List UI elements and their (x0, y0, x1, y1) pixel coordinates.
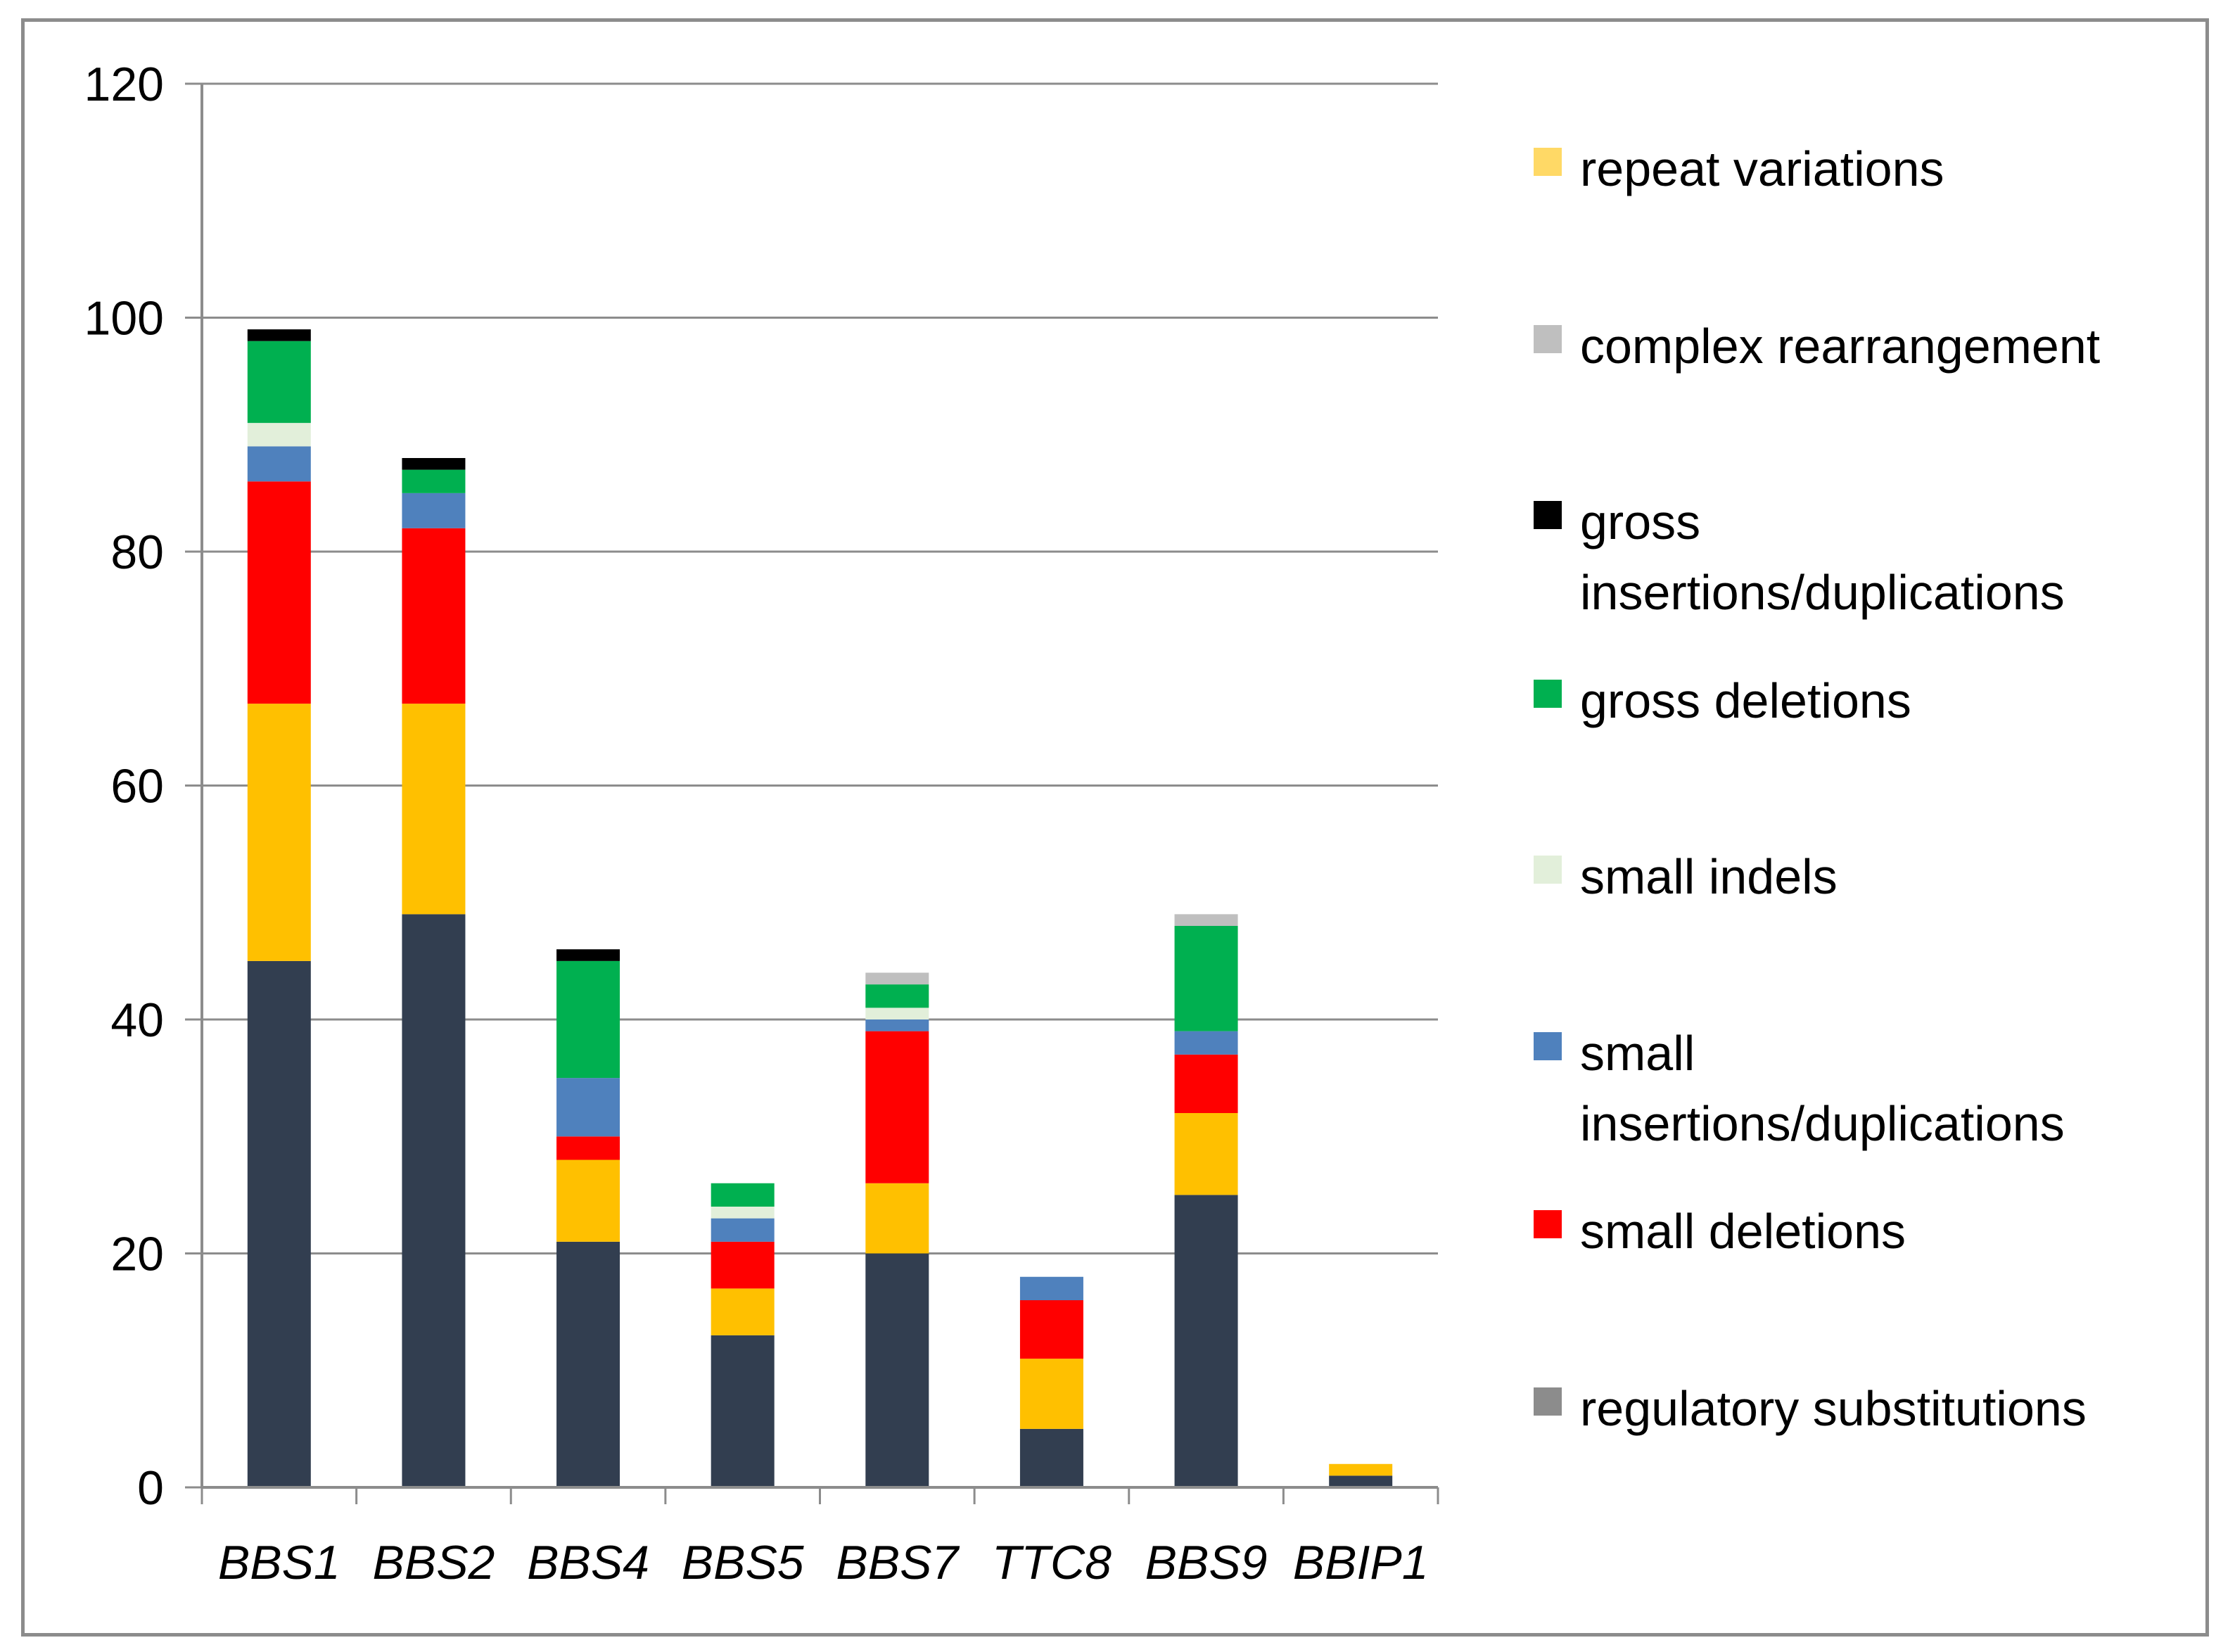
legend-label: small (1580, 1026, 1695, 1081)
bar-bbs9-missense-nonsense (1174, 1195, 1238, 1487)
bar-bbs9-gross-deletions (1174, 926, 1238, 1031)
bar-bbs4-splicing (556, 1159, 620, 1242)
bar-bbs7-small-deletions (865, 1031, 929, 1183)
bar-bbs7-small-insertions-duplications (865, 1019, 929, 1031)
bar-bbs4-small-insertions-duplications (556, 1078, 620, 1137)
legend-label: repeat variations (1580, 141, 1944, 196)
bar-bbs1-gross-deletions (247, 341, 311, 424)
legend-label: small deletions (1580, 1204, 1906, 1259)
bar-bbs2-gross-deletions (402, 469, 466, 493)
legend-label: complex rearrangement (1580, 319, 2100, 374)
x-tick-label-bbip1: BBIP1 (1293, 1536, 1429, 1589)
bar-bbs5-splicing (711, 1288, 775, 1335)
y-tick-label: 120 (84, 58, 164, 111)
bar-bbs9-complex-rearrangement (1174, 914, 1238, 926)
bar-bbip1-splicing (1329, 1463, 1393, 1476)
axes: 0 20 40 60 80 100 120 BBS1 BBS2 BBS4 BBS5 BBS7 TTC8 B… (84, 58, 1439, 1589)
bar-bbs7-small-indels (865, 1008, 929, 1019)
bar-bbs2-small-insertions-duplications (402, 493, 466, 528)
bar-bbs9-splicing (1174, 1113, 1238, 1195)
y-tick-label: 60 (110, 760, 164, 813)
bar-bbs2-small-deletions (402, 528, 466, 704)
bar-bbs1-gross-insertions-duplications (247, 329, 311, 341)
bar-bbs1-small-deletions (247, 481, 311, 704)
legend-item: complex rearrangement (1534, 319, 2100, 374)
legend-item: repeat variations (1534, 141, 1944, 196)
legend-item: small insertions/duplications (1534, 1026, 2065, 1151)
bar-bbip1-missense-nonsense (1329, 1475, 1393, 1487)
x-tick-label-bbs5: BBS5 (682, 1536, 804, 1589)
bar-bbs2-gross-insertions-duplications (402, 458, 466, 470)
bar-bbs4-gross-insertions-duplications (556, 949, 620, 961)
bar-ttc8-small-deletions (1019, 1300, 1083, 1359)
bar-bbs5-small-insertions-duplications (711, 1218, 775, 1242)
x-tick-label-bbs1: BBS1 (218, 1536, 340, 1589)
legend-label: insertions/duplications (1580, 1096, 2065, 1151)
bar-bbs1-splicing (247, 704, 311, 961)
bar-bbs4-gross-deletions (556, 960, 620, 1079)
legend-swatch (1534, 501, 1562, 529)
legend-item: gross insertions/duplications (1534, 495, 2065, 620)
y-tick-label: 0 (137, 1461, 164, 1515)
legend-swatch (1534, 148, 1562, 176)
chart-frame (21, 18, 2209, 1637)
bar-bbs2-splicing (402, 704, 466, 915)
x-tick-label-bbs7: BBS7 (836, 1536, 960, 1589)
legend-swatch (1534, 325, 1562, 353)
legend-item: small indels (1534, 849, 1838, 904)
bar-bbs4-small-deletions (556, 1136, 620, 1160)
x-tick-label-bbs2: BBS2 (372, 1536, 495, 1589)
bars (247, 329, 1393, 1487)
legend-item: regulatory substitutions (1534, 1381, 2087, 1436)
gridlines (202, 82, 1438, 1254)
y-tick-label: 40 (110, 993, 164, 1047)
bar-bbs2-missense-nonsense (402, 914, 466, 1487)
y-tick-label: 80 (110, 526, 164, 579)
bar-ttc8-missense-nonsense (1019, 1428, 1083, 1487)
bar-bbs7-missense-nonsense (865, 1253, 929, 1487)
legend-label: insertions/duplications (1580, 565, 2065, 620)
bar-bbs9-small-insertions-duplications (1174, 1031, 1238, 1055)
y-tick-label: 100 (84, 292, 164, 345)
legend-swatch (1534, 1032, 1562, 1060)
legend-swatch (1534, 1387, 1562, 1416)
y-tick-label: 20 (110, 1228, 164, 1281)
bar-bbs1-small-indels (247, 423, 311, 447)
bar-bbs9-small-deletions (1174, 1054, 1238, 1113)
legend-label: regulatory substitutions (1580, 1381, 2087, 1436)
bar-bbs1-small-insertions-duplications (247, 446, 311, 482)
bar-bbs1-missense-nonsense (247, 960, 311, 1487)
x-tick-label-bbs4: BBS4 (527, 1536, 649, 1589)
bar-ttc8-small-insertions-duplications (1019, 1276, 1083, 1300)
bar-bbs5-small-deletions (711, 1241, 775, 1289)
x-tick-label-bbs9: BBS9 (1145, 1536, 1268, 1589)
bar-bbs5-gross-deletions (711, 1183, 775, 1207)
legend-item: gross deletions (1534, 673, 1911, 728)
legend-swatch (1534, 1210, 1562, 1238)
legend: repeat variations complex rearrangement gr… (1534, 141, 2100, 1436)
bar-bbs7-gross-deletions (865, 984, 929, 1008)
bar-bbs5-missense-nonsense (711, 1335, 775, 1487)
bar-bbs7-complex-rearrangement (865, 972, 929, 985)
legend-item: small deletions (1534, 1204, 1906, 1259)
legend-label: gross deletions (1580, 673, 1911, 728)
bar-bbs4-missense-nonsense (556, 1241, 620, 1487)
x-tick-label-ttc8: TTC8 (992, 1536, 1112, 1589)
legend-label: small indels (1580, 849, 1838, 904)
legend-swatch (1534, 856, 1562, 884)
legend-label: gross (1580, 495, 1700, 549)
bar-ttc8-splicing (1019, 1359, 1083, 1429)
bar-bbs5-small-indels (711, 1207, 775, 1219)
legend-swatch (1534, 680, 1562, 708)
bar-bbs7-splicing (865, 1183, 929, 1254)
